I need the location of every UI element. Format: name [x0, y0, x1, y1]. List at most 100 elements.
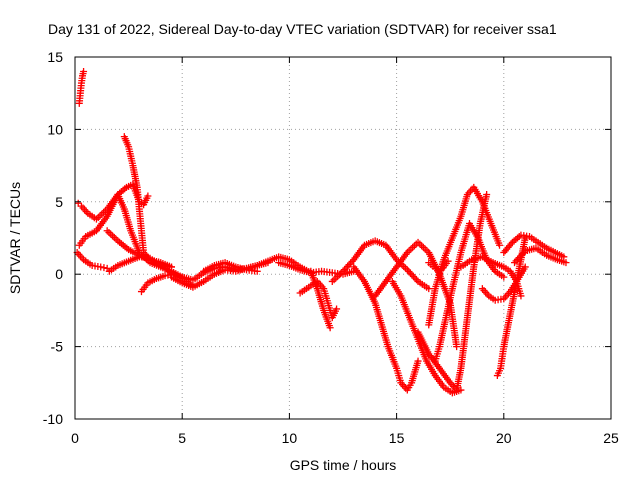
data-point	[328, 277, 336, 285]
series-arc-o	[350, 263, 422, 394]
series-arc-y	[500, 231, 568, 261]
plot-frame	[74, 56, 612, 420]
data-point	[409, 272, 417, 280]
data-point	[425, 285, 433, 293]
series-arc-l	[296, 277, 341, 322]
data-point	[253, 267, 261, 275]
series-arc-c	[75, 180, 152, 249]
data-point	[167, 263, 175, 271]
data-point	[431, 264, 439, 272]
data-point	[500, 273, 508, 281]
y-tick-label: -5	[51, 339, 64, 355]
series-arc-m	[307, 267, 334, 332]
data-point	[345, 261, 353, 269]
data-point	[414, 357, 422, 365]
data-point	[413, 276, 421, 284]
series-arc-s	[425, 183, 504, 329]
data-point	[403, 266, 411, 274]
chart-title: Day 131 of 2022, Sidereal Day-to-day VTE…	[48, 21, 557, 37]
data-point	[521, 263, 529, 271]
data-point	[94, 213, 102, 221]
x-tick-label: 15	[389, 430, 405, 446]
data-point	[333, 305, 341, 313]
y-tick-label: 0	[55, 266, 63, 282]
data-point	[100, 264, 108, 272]
x-tick-label: 5	[178, 430, 186, 446]
data-point	[103, 227, 111, 235]
data-point	[409, 243, 417, 251]
y-axis-label: SDTVAR / TECUs	[7, 182, 23, 294]
data-point	[562, 259, 570, 267]
series-arc-u	[425, 257, 452, 274]
data-point	[332, 274, 340, 282]
data-point	[107, 230, 115, 238]
series-arc-t	[431, 220, 508, 365]
axis-layer: 0 5 10 15 20 25 -10 -5 0 5 10 15	[43, 49, 619, 446]
data-point	[483, 191, 491, 199]
data-point	[80, 67, 88, 75]
data-point	[408, 271, 416, 279]
data-point	[414, 238, 422, 246]
data-point	[511, 259, 519, 267]
data-point	[402, 264, 410, 272]
data-point	[419, 243, 427, 251]
x-axis-label: GPS time / hours	[290, 457, 397, 473]
data-point	[517, 292, 525, 300]
data-point	[144, 192, 152, 200]
y-tick-label: -10	[43, 411, 63, 427]
data-point	[453, 343, 461, 351]
data-point	[407, 245, 415, 253]
data-point	[405, 268, 413, 276]
series-arc-d	[73, 248, 111, 272]
data-point	[421, 245, 429, 253]
data-point	[400, 262, 408, 270]
series-arc-z	[511, 244, 570, 267]
data-layer	[73, 67, 570, 397]
data-point	[515, 254, 523, 262]
series-arc-q	[388, 277, 465, 397]
data-point	[341, 266, 349, 274]
data-point	[410, 242, 418, 250]
data-point	[335, 271, 343, 279]
data-point	[518, 250, 526, 258]
data-point	[264, 259, 272, 267]
series-arc-j	[200, 259, 261, 275]
x-tick-label: 0	[71, 430, 79, 446]
data-point	[337, 269, 345, 277]
series-arc-g	[120, 133, 175, 271]
data-point	[342, 264, 350, 272]
data-point	[418, 242, 426, 250]
data-point	[496, 241, 504, 249]
series-arc-k	[275, 259, 358, 278]
x-tick-label: 25	[603, 430, 619, 446]
data-point	[406, 269, 414, 277]
data-point	[97, 263, 105, 271]
data-point	[110, 234, 118, 242]
data-point	[112, 235, 120, 243]
data-point	[347, 259, 355, 267]
series-arc-x	[493, 234, 529, 380]
data-point	[339, 267, 347, 275]
data-point	[512, 257, 520, 265]
data-point	[444, 257, 452, 265]
y-tick-label: 15	[47, 49, 63, 65]
data-point	[330, 276, 338, 284]
x-tick-label: 20	[496, 430, 512, 446]
series-arc-v	[457, 253, 525, 300]
x-tick-label: 10	[282, 430, 298, 446]
series-arc-a	[75, 67, 88, 107]
data-point	[517, 252, 525, 260]
data-point	[405, 247, 413, 255]
data-point	[326, 324, 334, 332]
data-point	[344, 262, 352, 270]
data-point	[416, 240, 424, 248]
y-tick-label: 10	[47, 121, 63, 137]
data-point	[434, 265, 442, 273]
data-point	[520, 249, 528, 257]
data-point	[109, 232, 117, 240]
data-point	[411, 274, 419, 282]
data-point	[105, 228, 113, 236]
y-tick-label: 5	[55, 194, 63, 210]
data-point	[514, 255, 522, 263]
